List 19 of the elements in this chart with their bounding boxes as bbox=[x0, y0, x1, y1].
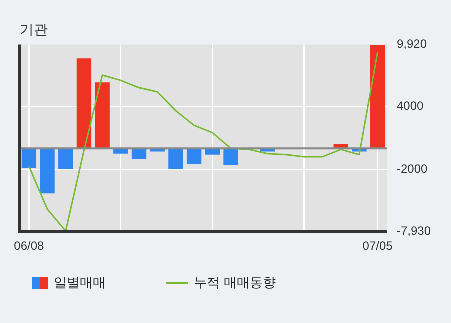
y-tick-label: -2000 bbox=[396, 162, 428, 176]
bar bbox=[95, 82, 110, 149]
y-tick-label: -7,930 bbox=[396, 224, 432, 238]
bar bbox=[40, 148, 55, 194]
x-tick-label: 07/05 bbox=[362, 239, 394, 254]
bar bbox=[224, 148, 238, 166]
bar bbox=[168, 148, 184, 170]
bar bbox=[132, 148, 147, 160]
bar bbox=[58, 148, 74, 170]
bar bbox=[370, 45, 386, 149]
x-tick-label: 06/08 bbox=[14, 239, 45, 254]
bar bbox=[22, 148, 37, 168]
legend-label: 일별매매 bbox=[54, 275, 106, 292]
chart-title: 기관 bbox=[20, 21, 48, 38]
y-tick-label: 4000 bbox=[396, 99, 424, 114]
legend-label: 누적 매매동향 bbox=[194, 275, 276, 292]
bar bbox=[186, 148, 202, 164]
y-tick-label: 9,920 bbox=[396, 37, 428, 52]
bar bbox=[76, 58, 92, 149]
